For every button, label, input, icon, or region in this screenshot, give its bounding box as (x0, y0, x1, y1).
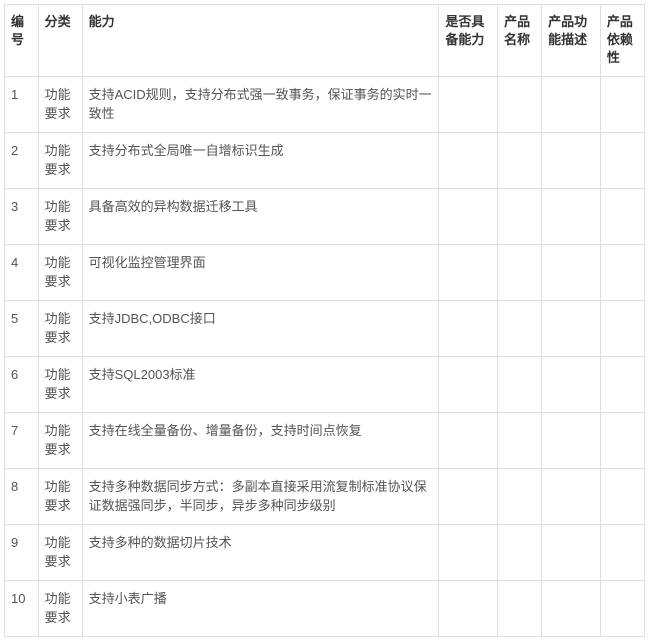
cell-productDep (600, 132, 644, 188)
cell-id: 5 (5, 300, 39, 356)
header-category: 分类 (38, 5, 82, 77)
cell-productDep (600, 412, 644, 468)
requirements-table: 编号 分类 能力 是否具备能力 产品名称 产品功能描述 产品依赖性 1功能要求支… (4, 4, 645, 637)
cell-category: 功能要求 (38, 300, 82, 356)
cell-ability: 支持JDBC,ODBC接口 (82, 300, 439, 356)
table-row: 9功能要求支持多种的数据切片技术 (5, 524, 645, 580)
table-row: 5功能要求支持JDBC,ODBC接口 (5, 300, 645, 356)
cell-id: 2 (5, 132, 39, 188)
header-ability: 能力 (82, 5, 439, 77)
cell-productDesc (542, 76, 601, 132)
header-row: 编号 分类 能力 是否具备能力 产品名称 产品功能描述 产品依赖性 (5, 5, 645, 77)
cell-productDesc (542, 580, 601, 636)
cell-has (439, 524, 498, 580)
cell-ability: 可视化监控管理界面 (82, 244, 439, 300)
cell-productName (498, 300, 542, 356)
cell-ability: 支持多种数据同步方式：多副本直接采用流复制标准协议保证数据强同步，半同步，异步多… (82, 468, 439, 524)
cell-ability: 支持分布式全局唯一自增标识生成 (82, 132, 439, 188)
cell-productDep (600, 356, 644, 412)
table-row: 4功能要求可视化监控管理界面 (5, 244, 645, 300)
cell-productName (498, 244, 542, 300)
table-row: 10功能要求支持小表广播 (5, 580, 645, 636)
table-header: 编号 分类 能力 是否具备能力 产品名称 产品功能描述 产品依赖性 (5, 5, 645, 77)
cell-productDep (600, 300, 644, 356)
cell-ability: 支持小表广播 (82, 580, 439, 636)
cell-productDep (600, 188, 644, 244)
cell-productDesc (542, 188, 601, 244)
cell-productDesc (542, 356, 601, 412)
cell-ability: 支持在线全量备份、增量备份，支持时间点恢复 (82, 412, 439, 468)
cell-has (439, 412, 498, 468)
cell-productName (498, 580, 542, 636)
cell-productDesc (542, 524, 601, 580)
table-row: 8功能要求支持多种数据同步方式：多副本直接采用流复制标准协议保证数据强同步，半同… (5, 468, 645, 524)
cell-category: 功能要求 (38, 132, 82, 188)
cell-ability: 具备高效的异构数据迁移工具 (82, 188, 439, 244)
cell-ability: 支持多种的数据切片技术 (82, 524, 439, 580)
cell-productName (498, 468, 542, 524)
table-row: 7功能要求支持在线全量备份、增量备份，支持时间点恢复 (5, 412, 645, 468)
table-row: 6功能要求支持SQL2003标准 (5, 356, 645, 412)
table-row: 2功能要求支持分布式全局唯一自增标识生成 (5, 132, 645, 188)
header-has: 是否具备能力 (439, 5, 498, 77)
cell-productName (498, 524, 542, 580)
cell-category: 功能要求 (38, 188, 82, 244)
cell-id: 4 (5, 244, 39, 300)
cell-category: 功能要求 (38, 524, 82, 580)
cell-productDep (600, 580, 644, 636)
header-product-desc: 产品功能描述 (542, 5, 601, 77)
cell-productDep (600, 76, 644, 132)
cell-productDesc (542, 244, 601, 300)
cell-id: 3 (5, 188, 39, 244)
cell-category: 功能要求 (38, 580, 82, 636)
cell-productName (498, 76, 542, 132)
cell-category: 功能要求 (38, 356, 82, 412)
cell-productName (498, 356, 542, 412)
cell-productDesc (542, 468, 601, 524)
cell-productName (498, 412, 542, 468)
cell-has (439, 356, 498, 412)
cell-ability: 支持SQL2003标准 (82, 356, 439, 412)
cell-productDesc (542, 132, 601, 188)
cell-id: 8 (5, 468, 39, 524)
cell-id: 10 (5, 580, 39, 636)
cell-ability: 支持ACID规则，支持分布式强一致事务，保证事务的实时一致性 (82, 76, 439, 132)
cell-productName (498, 132, 542, 188)
cell-id: 7 (5, 412, 39, 468)
table-row: 1功能要求支持ACID规则，支持分布式强一致事务，保证事务的实时一致性 (5, 76, 645, 132)
cell-productName (498, 188, 542, 244)
cell-has (439, 76, 498, 132)
cell-productDesc (542, 300, 601, 356)
cell-id: 6 (5, 356, 39, 412)
header-product-name: 产品名称 (498, 5, 542, 77)
table-body: 1功能要求支持ACID规则，支持分布式强一致事务，保证事务的实时一致性2功能要求… (5, 76, 645, 636)
cell-has (439, 580, 498, 636)
cell-id: 1 (5, 76, 39, 132)
cell-has (439, 468, 498, 524)
cell-has (439, 300, 498, 356)
cell-has (439, 188, 498, 244)
cell-has (439, 244, 498, 300)
header-id: 编号 (5, 5, 39, 77)
cell-productDep (600, 244, 644, 300)
cell-category: 功能要求 (38, 468, 82, 524)
cell-productDep (600, 524, 644, 580)
cell-category: 功能要求 (38, 76, 82, 132)
header-product-dep: 产品依赖性 (600, 5, 644, 77)
cell-id: 9 (5, 524, 39, 580)
cell-has (439, 132, 498, 188)
cell-productDesc (542, 412, 601, 468)
cell-category: 功能要求 (38, 412, 82, 468)
table-row: 3功能要求具备高效的异构数据迁移工具 (5, 188, 645, 244)
cell-productDep (600, 468, 644, 524)
cell-category: 功能要求 (38, 244, 82, 300)
